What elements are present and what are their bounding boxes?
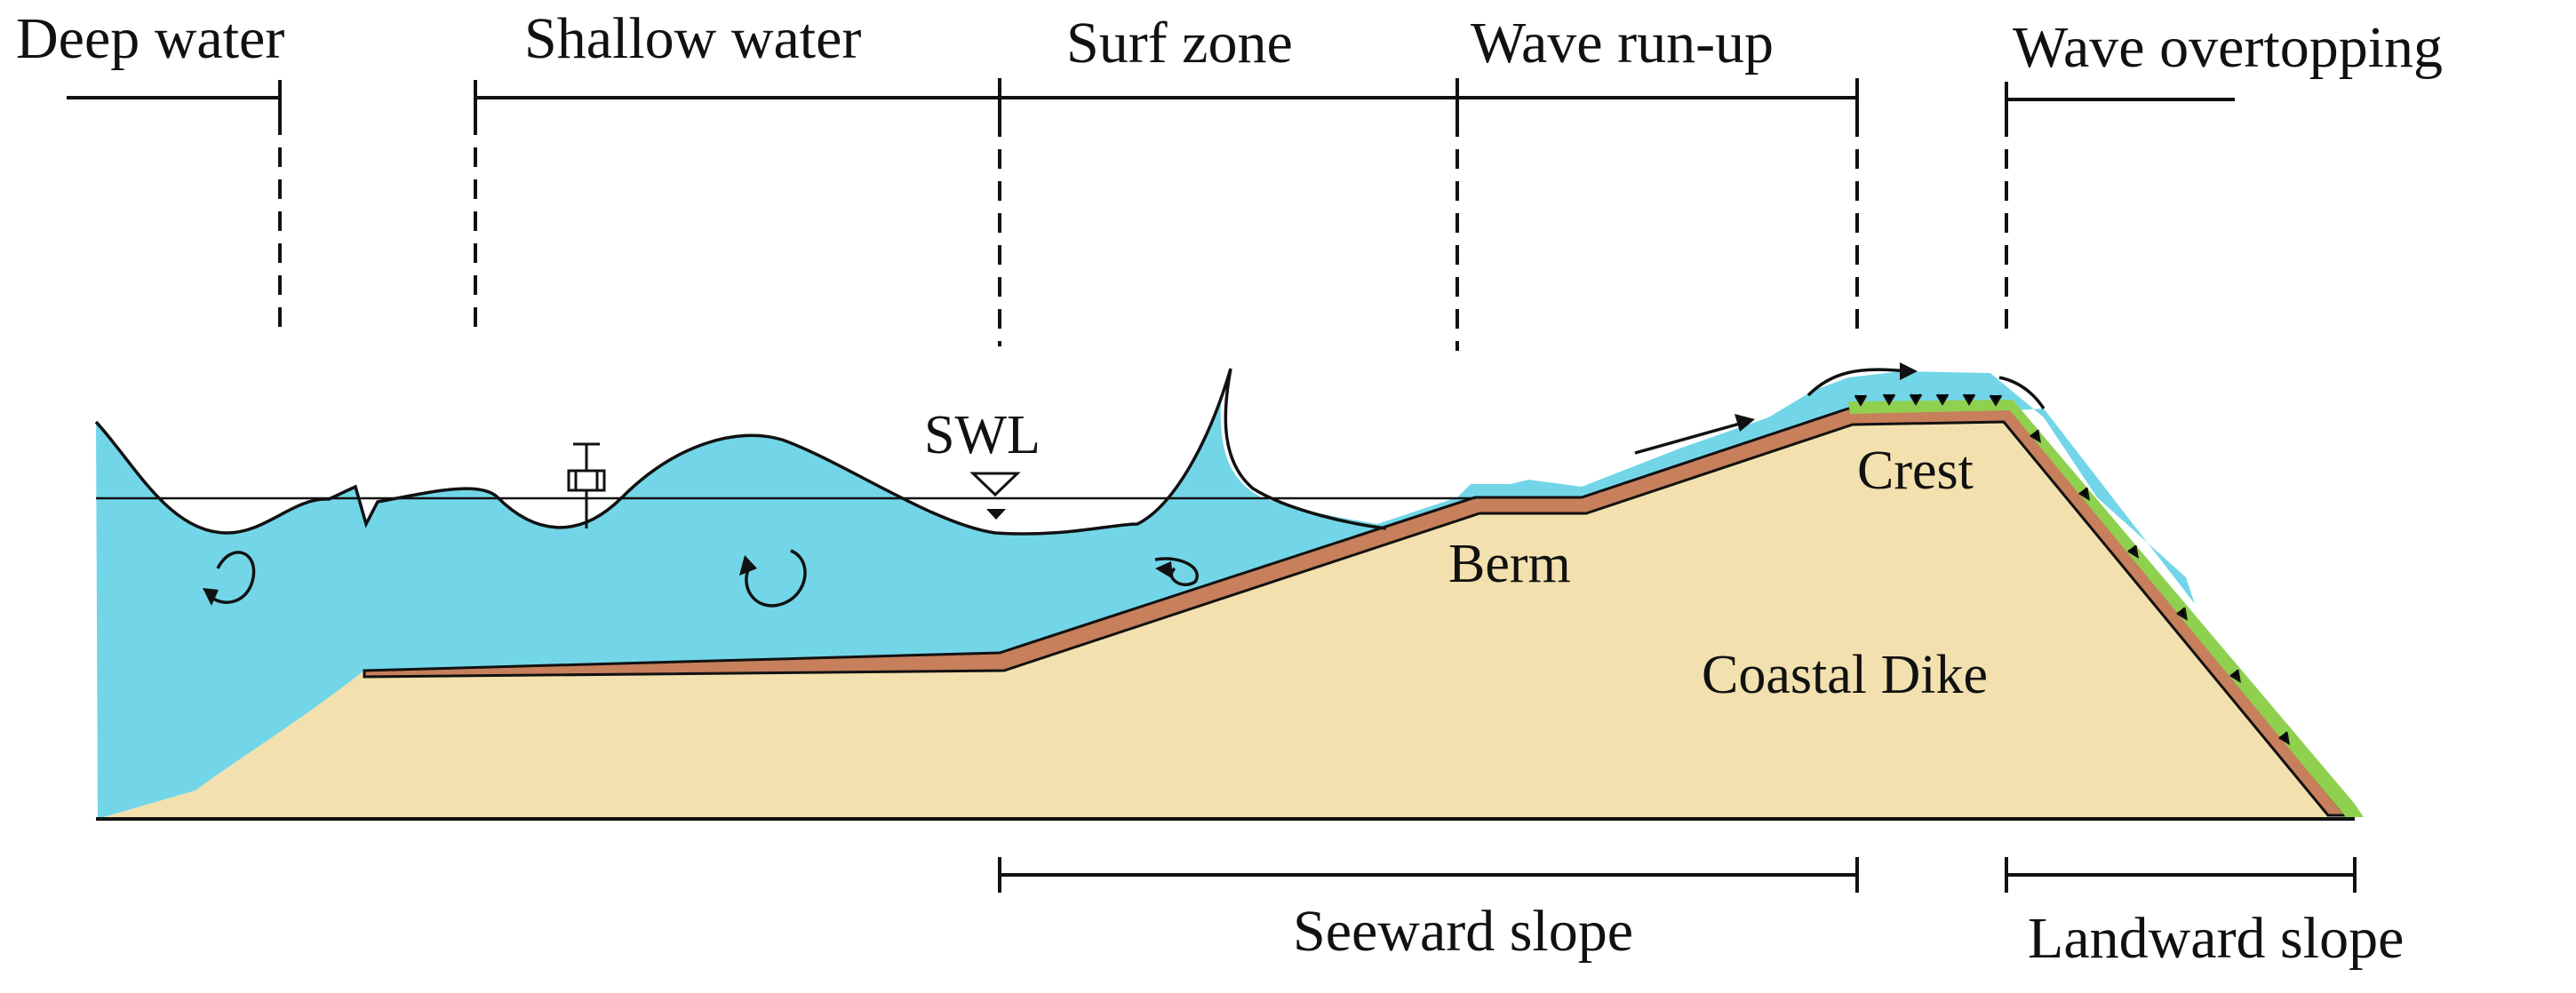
wave-gauge-icon <box>567 442 606 528</box>
zone-label-wave-run-up: Wave run-up <box>1471 11 1774 75</box>
grass-cover <box>1848 400 2364 817</box>
crest-label: Crest <box>1857 441 1974 501</box>
eddy-icons <box>203 549 1199 608</box>
coastal-dike-label: Coastal Dike <box>1702 645 1988 705</box>
landward-slope-label: Landward slope <box>2028 906 2404 971</box>
revetment-layer <box>363 405 2349 817</box>
zone-label-wave-overtopping: Wave overtopping <box>2013 15 2443 80</box>
dike-body <box>98 410 2328 819</box>
seaward-slope-label: Seeward slope <box>1293 899 1633 964</box>
wave-profile <box>94 368 1387 536</box>
zone-label-deep-water: Deep water <box>16 6 284 71</box>
swl-label: SWL <box>924 405 1041 465</box>
swl-symbol-icon <box>969 472 1021 520</box>
grass-tufts <box>1854 393 2291 745</box>
slope-brackets <box>998 857 2357 893</box>
zone-label-surf-zone: Surf zone <box>1066 11 1293 75</box>
zone-brackets <box>67 78 2235 351</box>
overtopping-arrow-icon <box>1806 362 2046 409</box>
run-up-arrow-icon <box>1634 414 1755 455</box>
berm-label: Berm <box>1448 534 1571 594</box>
zone-label-shallow-water: Shallow water <box>524 6 861 71</box>
water-body <box>96 369 2195 819</box>
